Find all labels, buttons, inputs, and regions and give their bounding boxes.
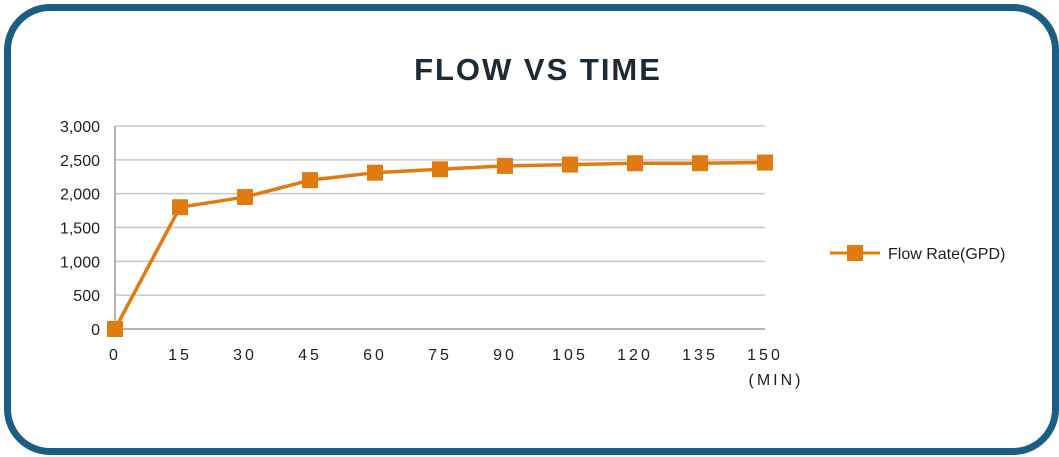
data-point-marker [627, 155, 643, 172]
data-point-marker [562, 156, 578, 173]
y-tick-label: 1,500 [60, 221, 100, 238]
y-tick-label: 2,500 [60, 153, 100, 170]
data-point-marker [107, 321, 123, 337]
axes [114, 126, 765, 330]
data-point-marker [692, 155, 708, 172]
x-tick-label: 60 [363, 347, 387, 364]
data-point-marker [432, 161, 448, 178]
x-axis-tick-labels: 0 15 30 45 60 75 90 105 120 135 150 [109, 347, 783, 364]
data-point-marker [367, 164, 383, 181]
y-axis-tick-labels: 0 500 1,000 1,500 2,000 2,500 3,000 [60, 119, 100, 339]
data-point-marker [757, 154, 773, 171]
x-tick-label: 30 [233, 347, 257, 364]
x-tick-label: 75 [428, 347, 452, 364]
chart-frame [4, 4, 1059, 455]
x-axis-unit-label: (MIN) [749, 372, 804, 389]
x-tick-label: 150 [747, 347, 783, 364]
data-point-marker [237, 189, 253, 206]
x-tick-label: 45 [298, 347, 322, 364]
x-tick-label: 120 [617, 347, 653, 364]
data-point-marker [302, 172, 318, 189]
y-tick-label: 2,000 [60, 187, 100, 204]
y-tick-label: 500 [73, 288, 100, 305]
data-point-marker [172, 199, 188, 216]
y-tick-label: 1,000 [60, 254, 100, 271]
y-tick-label: 0 [91, 322, 100, 339]
chart-title: FLOW VS TIME [414, 52, 662, 87]
x-tick-label: 105 [552, 347, 588, 364]
x-tick-label: 0 [109, 347, 121, 364]
legend-label: Flow Rate(GPD) [888, 246, 1005, 263]
x-tick-label: 90 [493, 347, 517, 364]
gridlines [115, 125, 765, 296]
y-tick-label: 3,000 [60, 119, 100, 136]
data-point-marker [497, 157, 513, 174]
x-tick-label: 135 [682, 347, 718, 364]
legend: Flow Rate(GPD) [830, 245, 1005, 263]
legend-square-marker-icon [847, 245, 863, 261]
series-flow-rate [107, 154, 773, 337]
x-tick-label: 15 [168, 347, 192, 364]
series-line [113, 160, 766, 330]
